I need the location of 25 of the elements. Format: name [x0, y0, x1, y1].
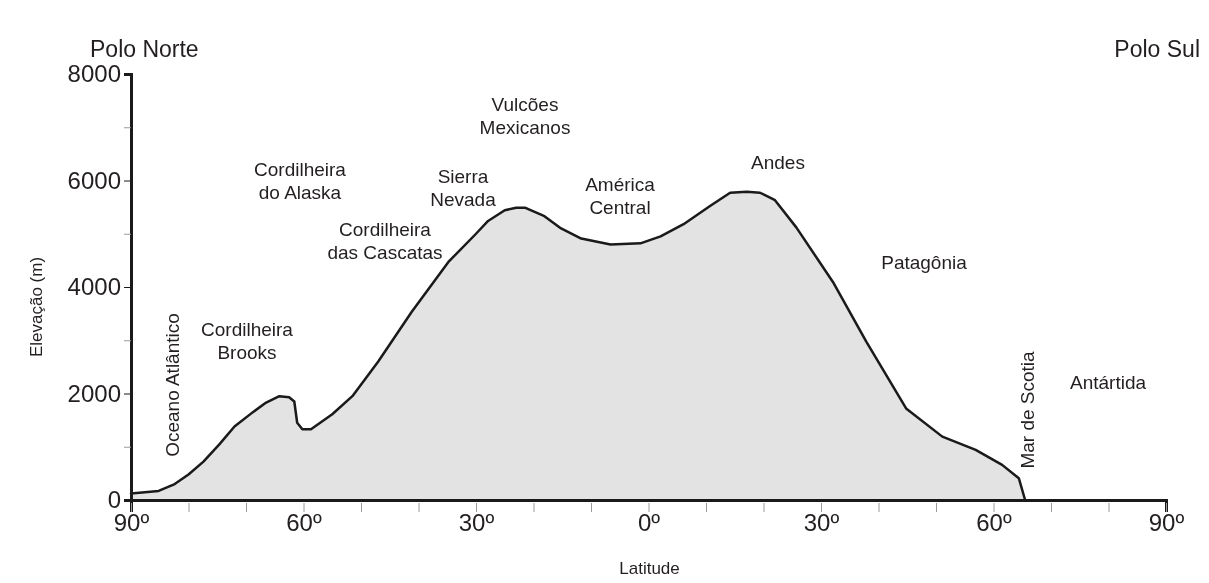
- x-tick-label: 30º: [803, 509, 840, 537]
- x-axis-title: Latitude: [619, 559, 680, 578]
- annotation: Vulcões Mexicanos: [479, 94, 571, 138]
- annotation: Mar de Scotia: [1017, 350, 1038, 469]
- x-tick-label: 30º: [458, 509, 495, 537]
- y-tick-label: 2000: [67, 379, 121, 407]
- annotation: Patagônia: [881, 252, 968, 273]
- annotation: Oceano Atlântico: [162, 313, 183, 457]
- y-tick-label: 8000: [67, 60, 121, 88]
- x-tick-label: 60º: [976, 509, 1012, 537]
- annotation: Cordilheira do Alaska: [254, 159, 347, 203]
- x-tick-label: 0º: [637, 509, 661, 537]
- annotation: Cordilheira das Cascatas: [327, 219, 443, 263]
- y-tick-label: 6000: [67, 166, 121, 194]
- y-tick-label: 4000: [67, 273, 121, 301]
- text: Polo Norte: [90, 36, 199, 62]
- annotation: Cordilheira Brooks: [201, 319, 294, 363]
- x-tick-label: 60º: [286, 509, 322, 537]
- annotation: América Central: [585, 174, 656, 218]
- annotation: Sierra Nevada: [430, 166, 497, 210]
- annotation: Andes: [751, 152, 805, 173]
- y-axis-title: Elevação (m): [27, 256, 46, 358]
- text: Polo Sul: [1114, 36, 1200, 62]
- x-tick-label: 90º: [1148, 509, 1185, 537]
- annotation: Antártida: [1069, 372, 1147, 393]
